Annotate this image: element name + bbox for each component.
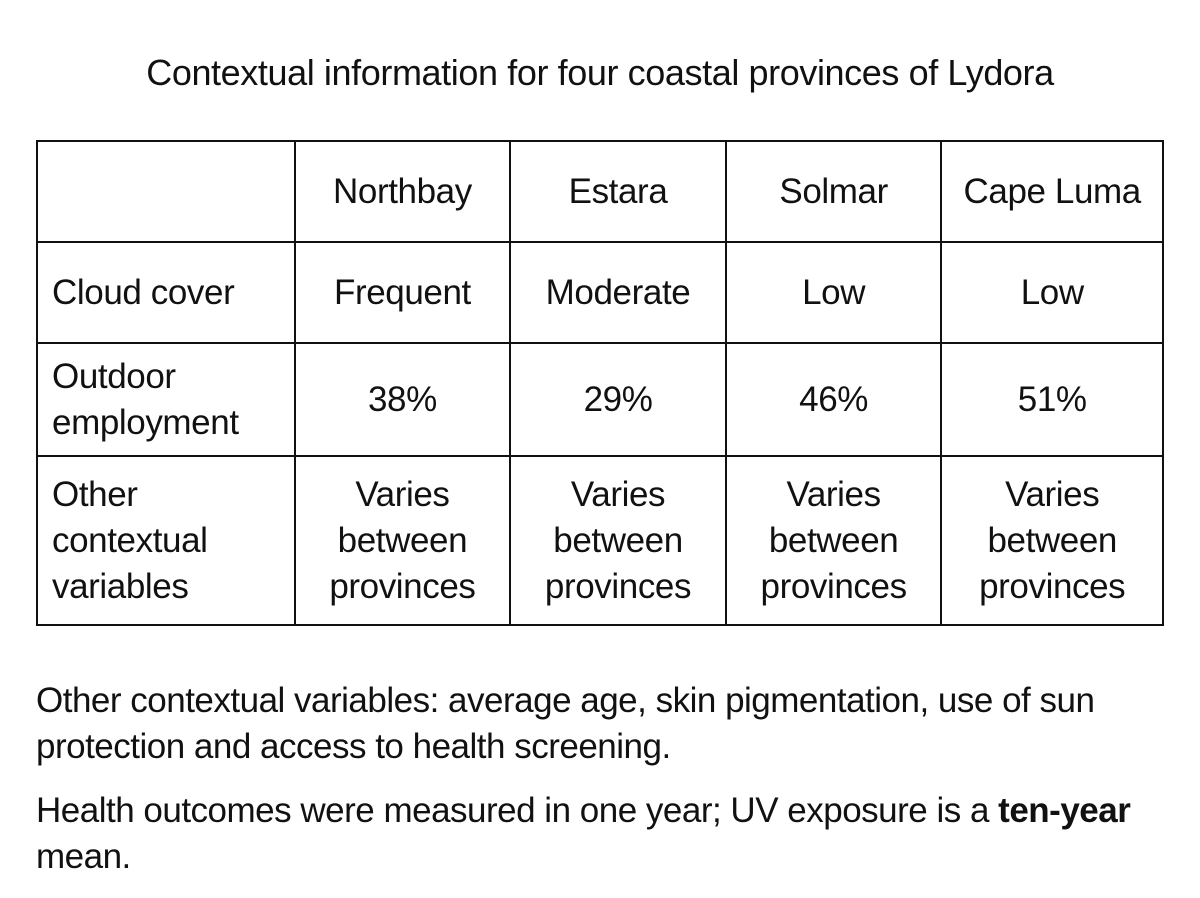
- table-row: Other contextual variables Varies between…: [36, 455, 1164, 626]
- cell: 38%: [293, 342, 512, 457]
- column-header: Northbay: [293, 140, 512, 243]
- note-bold: ten-year: [998, 791, 1131, 830]
- cell: Varies between provinces: [509, 455, 727, 626]
- notes: Other contextual variables: average age,…: [36, 678, 1166, 898]
- cell: 51%: [940, 342, 1164, 457]
- title: Contextual information for four coastal …: [146, 52, 1054, 93]
- row-header: Outdoor employment: [36, 342, 296, 457]
- note: Health outcomes were measured in one yea…: [36, 788, 1166, 880]
- cell: 46%: [724, 342, 943, 457]
- cell: Low: [940, 241, 1164, 344]
- column-header: Estara: [509, 140, 727, 243]
- column-header: Solmar: [724, 140, 943, 243]
- table-row: Cloud cover Frequent Moderate Low Low: [36, 241, 1164, 344]
- cell: Varies between provinces: [293, 455, 512, 626]
- cell: Low: [724, 241, 943, 344]
- note-text: Health outcomes were measured in one yea…: [36, 791, 999, 830]
- cell: Frequent: [293, 241, 512, 344]
- cell: 29%: [509, 342, 727, 457]
- table-row: Outdoor employment 38% 29% 46% 51%: [36, 342, 1164, 457]
- row-header: Cloud cover: [36, 241, 296, 344]
- cell: Varies between provinces: [940, 455, 1164, 626]
- cell: Varies between provinces: [724, 455, 943, 626]
- cell: Moderate: [509, 241, 727, 344]
- row-header: Other contextual variables: [36, 455, 296, 626]
- column-header: Cape Luma: [940, 140, 1164, 243]
- note: Other contextual variables: average age,…: [36, 681, 1095, 766]
- table-body: Cloud cover Frequent Moderate Low Low Outdoor…: [36, 241, 1164, 626]
- header-row: Northbay Estara Solmar Cape Luma: [36, 140, 1164, 243]
- corner-cell: [36, 140, 296, 243]
- note-text: mean.: [36, 837, 131, 876]
- table: Northbay Estara Solmar Cape Luma Cloud cove…: [36, 140, 1164, 626]
